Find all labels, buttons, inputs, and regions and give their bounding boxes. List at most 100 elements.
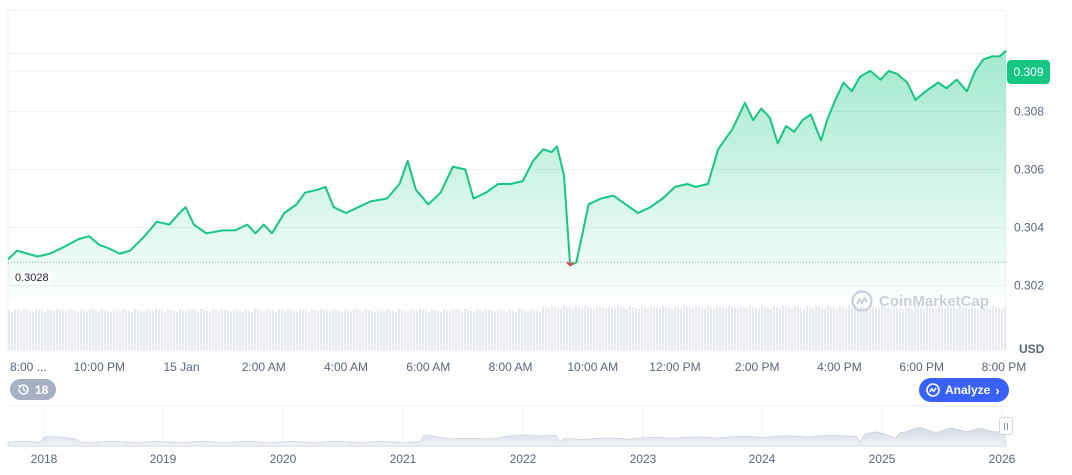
volume-bar [500,310,502,350]
volume-bar [158,309,160,350]
volume-bar [821,307,823,350]
volume-bar [341,312,343,350]
volume-bar [293,310,295,350]
volume-bar [593,308,595,350]
volume-bar [848,305,850,350]
volume-bar [29,310,31,350]
volume-bar [86,311,88,350]
volume-bar [956,308,958,350]
history-badge[interactable]: 18 [10,379,57,400]
volume-bar [41,311,43,350]
y-tick-label: 0.304 [1014,221,1044,235]
volume-bar [32,311,34,350]
volume-bar [881,305,883,350]
volume-bar [251,311,253,350]
y-tick-label: 0.306 [1014,163,1044,177]
volume-bar [422,309,424,350]
volume-bar [644,307,646,350]
volume-bar [113,309,115,350]
volume-bar [509,309,511,350]
volume-bar [806,306,808,350]
volume-bar [599,307,601,350]
volume-bar [245,309,247,350]
volume-bar [134,309,136,350]
volume-bar [230,311,232,350]
navigator-year-label: 2020 [270,452,297,466]
x-tick-label: 2:00 PM [735,360,780,374]
volume-bar [674,306,676,350]
volume-bar [77,312,79,350]
volume-bar [680,308,682,350]
navigator-year-label: 2019 [150,452,177,466]
volume-bar [545,307,547,350]
volume-bar [1004,306,1006,350]
volume-bar [122,308,124,350]
volume-bar [221,308,223,350]
volume-bar [443,309,445,350]
volume-bar [332,309,334,350]
volume-bar [521,309,523,350]
volume-bar [824,308,826,350]
navigator-year-label: 2025 [869,452,896,466]
volume-bar [170,310,172,350]
volume-bar [740,306,742,350]
volume-bar [275,312,277,350]
volume-bar [866,308,868,350]
volume-bar [146,309,148,350]
volume-bar [869,309,871,350]
volume-bar [884,306,886,350]
volume-bar [518,308,520,350]
navigator-scroll-handle[interactable] [999,417,1013,435]
volume-bar [779,308,781,350]
volume-bar [836,309,838,350]
handle-grip-line [1004,422,1005,430]
volume-bar [536,311,538,350]
volume-bar [404,311,406,350]
watermark-text: CoinMarketCap [879,292,990,310]
volume-bar [989,308,991,350]
volume-bar [962,307,964,350]
volume-bar [926,306,928,350]
volume-bar [137,310,139,350]
volume-bar [602,308,604,350]
volume-bar [47,309,49,350]
volume-bar [317,311,319,350]
volume-bar [995,307,997,350]
volume-bar [95,310,97,350]
volume-bar [485,308,487,350]
volume-bar [35,309,37,350]
analyze-button[interactable]: Analyze › [919,378,1009,402]
volume-bar [731,307,733,350]
volume-bar [347,310,349,350]
navigator-year-label: 2024 [749,452,776,466]
volume-bar [689,307,691,350]
volume-bar [842,307,844,350]
volume-bar [272,311,274,350]
volume-bar [254,308,256,350]
x-tick-label: 10:00 PM [74,360,125,374]
volume-bar [8,311,10,350]
volume-bar [860,306,862,350]
volume-bar [185,311,187,350]
volume-bar [62,310,64,350]
volume-bar [551,305,553,350]
volume-bar [302,310,304,350]
volume-bar [638,309,640,350]
volume-bar [437,311,439,350]
coinmarketcap-watermark: CoinMarketCap [851,290,989,312]
volume-bar [353,308,355,350]
volume-bar [755,307,757,350]
volume-bar [464,309,466,350]
volume-bar [299,309,301,350]
volume-bar [797,307,799,350]
volume-bar [116,310,118,350]
volume-bar [203,310,205,350]
volume-bar [692,308,694,350]
volume-bar [26,309,28,350]
chevron-right-icon: › [995,382,1000,398]
volume-bar [830,307,832,350]
volume-bar [311,309,313,350]
volume-bar [938,306,940,350]
volume-bar [392,310,394,350]
